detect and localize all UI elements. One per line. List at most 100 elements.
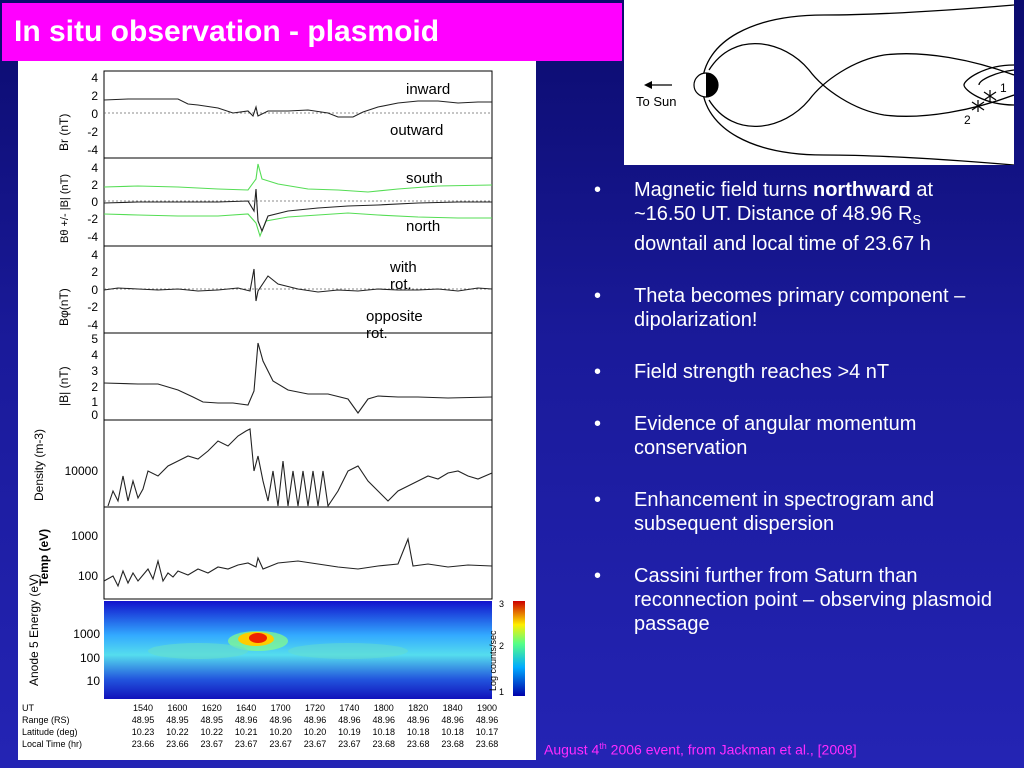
point-1-label: 1 <box>1000 81 1007 95</box>
eph-cell: 1720 <box>305 703 325 713</box>
bullet-bold: northward <box>812 179 911 201</box>
annotation-north: north <box>406 218 441 235</box>
ylabel-anode: Anode 5 Energy (eV) <box>27 574 41 686</box>
tick: 2 <box>91 178 98 192</box>
bullet-dot: • <box>594 361 602 383</box>
eph-cell: 1740 <box>339 703 359 713</box>
trace-br <box>103 98 492 118</box>
bullet-dot: • <box>594 179 602 201</box>
bullet-item: • Magnetic field turns northward at ~16.… <box>590 178 1000 256</box>
bullet-dot: • <box>594 565 602 587</box>
bullet-item: • Field strength reaches >4 nT <box>590 360 1000 384</box>
tick: 3 <box>91 364 98 378</box>
eph-row-label: Local Time (hr) <box>22 739 82 749</box>
spectrogram-hotspot <box>148 631 408 659</box>
annotation-outward: outward <box>390 122 444 139</box>
bullet-subscript: S <box>912 212 922 227</box>
eph-cell: 1540 <box>133 703 153 713</box>
panel-temp-frame <box>103 506 493 600</box>
tick: 0 <box>91 408 98 422</box>
eph-cell: 10.19 <box>338 727 361 737</box>
eph-cell: 1600 <box>167 703 187 713</box>
bullet-text: Field strength reaches >4 nT <box>634 361 890 383</box>
ylabel-btheta: Bθ +/- |B| (nT) <box>59 174 71 243</box>
tick: -2 <box>87 125 98 139</box>
bullet-text: downtail and local time of 23.67 h <box>634 233 931 255</box>
point-2-label: 2 <box>964 113 971 127</box>
tick: 4 <box>91 248 98 262</box>
eph-cell: 10.22 <box>201 727 224 737</box>
tick: 1000 <box>73 627 100 641</box>
tick: 10000 <box>65 464 99 478</box>
eph-cell: 48.96 <box>304 715 327 725</box>
tick: 100 <box>80 651 100 665</box>
panel-density-frame <box>103 419 493 508</box>
colorbar-tick: 3 <box>499 599 504 609</box>
annotation-opposite-rot: opposite rot. <box>366 308 423 342</box>
tick: -4 <box>87 143 98 157</box>
eph-cell: 23.67 <box>201 739 224 749</box>
bullet-text: Magnetic field turns <box>634 179 813 201</box>
eph-cell: 23.68 <box>407 739 430 749</box>
to-sun-label: To Sun <box>636 94 676 109</box>
eph-cell: 1700 <box>271 703 291 713</box>
caption-text: 2006 event, from Jackman et al., [2008] <box>606 741 857 758</box>
tick: 10 <box>87 674 101 688</box>
eph-cell: 10.20 <box>269 727 292 737</box>
tick: 0 <box>91 107 98 121</box>
bullet-text: Theta becomes primary component – dipola… <box>634 285 966 331</box>
eph-cell: 10.18 <box>441 727 464 737</box>
eph-cell: 48.95 <box>166 715 189 725</box>
bullet-text: at ~16.50 UT. Distance of 48.96 R <box>634 179 934 225</box>
tick: 5 <box>91 332 98 346</box>
tick: 2 <box>91 265 98 279</box>
eph-cell: 48.96 <box>373 715 396 725</box>
tick: -2 <box>87 212 98 226</box>
tick: 0 <box>91 195 98 209</box>
bullet-item: • Theta becomes primary component – dipo… <box>590 284 1000 332</box>
tick: -2 <box>87 300 98 314</box>
tick: 2 <box>91 89 98 103</box>
eph-cell: 1840 <box>443 703 463 713</box>
slide-title: In situ observation - plasmoid <box>14 15 440 48</box>
eph-cell: 48.95 <box>201 715 224 725</box>
eph-cell: 23.66 <box>132 739 155 749</box>
eph-cell: 23.68 <box>441 739 464 749</box>
eph-cell: 1640 <box>236 703 256 713</box>
eph-cell: 23.68 <box>476 739 499 749</box>
bullet-text: Enhancement in spectrogram and subsequen… <box>634 489 935 535</box>
tick: 2 <box>91 380 98 394</box>
colorbar-tick: 1 <box>499 687 504 697</box>
bullet-text: Evidence of angular momentum conservatio… <box>634 413 917 459</box>
bullet-list: • Magnetic field turns northward at ~16.… <box>590 178 1000 664</box>
bullet-dot: • <box>594 285 602 307</box>
eph-cell: 23.66 <box>166 739 189 749</box>
eph-cell: 10.18 <box>373 727 396 737</box>
eph-cell: 48.95 <box>132 715 155 725</box>
tick: -4 <box>87 318 98 332</box>
bullet-item: • Evidence of angular momentum conservat… <box>590 412 1000 460</box>
eph-cell: 1900 <box>477 703 497 713</box>
colorbar-label: Log counts/sec <box>488 630 498 691</box>
trace-temp <box>103 537 493 588</box>
eph-cell: 1800 <box>374 703 394 713</box>
eph-cell: 10.23 <box>132 727 155 737</box>
eph-cell: 23.68 <box>373 739 396 749</box>
eph-cell: 23.67 <box>269 739 292 749</box>
title-bar: In situ observation - plasmoid <box>2 3 622 61</box>
ylabel-b: |B| (nT) <box>57 366 71 406</box>
point-1-marker <box>983 90 997 102</box>
caption-text: August 4 <box>544 741 600 758</box>
caption-sup: th <box>599 741 607 751</box>
point-2-marker <box>971 100 985 112</box>
eph-cell: 23.67 <box>304 739 327 749</box>
ylabel-density: Density (m-3) <box>32 429 46 501</box>
eph-cell: 10.21 <box>235 727 258 737</box>
tick: 4 <box>91 71 98 85</box>
ylabel-br: Br (nT) <box>57 114 71 151</box>
eph-row-label: UT <box>22 703 34 713</box>
eph-cell: 10.17 <box>476 727 499 737</box>
eph-row-label: Range (RS) <box>22 715 70 725</box>
bullet-text: Cassini further from Saturn than reconne… <box>634 565 992 635</box>
colorbar-tick: 2 <box>499 641 504 651</box>
